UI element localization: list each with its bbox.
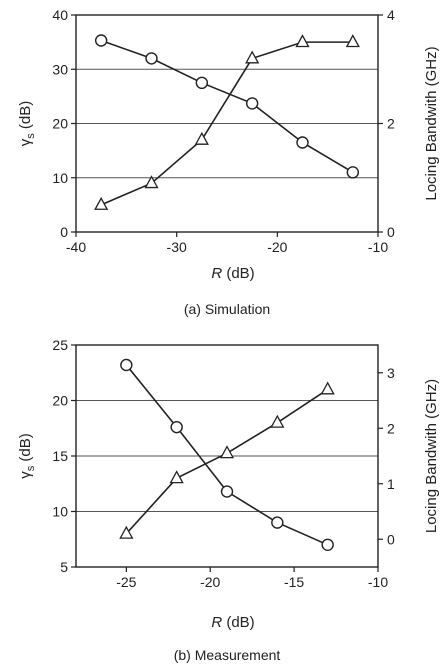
series-line-triangle [125,388,329,535]
circle-marker [145,52,158,65]
y-axis-label: γs (dB) [17,101,37,147]
y-axis-subscript: s [25,133,37,139]
x-tick-label: -25 [116,574,136,590]
x-tick-label: -10 [368,574,388,590]
y2-tick-label: 0 [387,224,395,240]
y2-tick-label: 2 [387,116,395,132]
y2-tick-label: 4 [387,7,395,23]
y-tick-label: 15 [52,448,68,464]
x-tick-label: -15 [284,574,304,590]
series-line-triangle [100,41,353,206]
triangle-marker [144,175,159,189]
triangle-marker [245,50,260,64]
y-tick-label: 20 [52,393,68,409]
y2-axis-label: Locing Bandwith (GHz) [423,46,440,200]
x-axis-label: R (dB) [211,614,254,631]
triangle-marker [119,525,134,539]
triangle-marker [345,34,360,48]
triangle-marker [270,414,285,428]
y-axis-unit: (dB) [17,101,34,134]
y-axis-unit: (dB) [17,433,34,466]
chart-caption: (b) Measurement [174,647,281,663]
y-axis-subscript: s [25,465,37,471]
y-axis-symbol: γ [17,471,34,479]
y-tick-label: 25 [52,337,68,353]
y-tick-label: 40 [52,7,68,23]
circle-marker [245,97,259,110]
circle-marker [321,538,334,551]
triangle-marker [94,196,109,210]
circle-marker [170,420,183,434]
y-axis-symbol: γ [17,138,34,146]
x-tick-label: -40 [66,239,86,255]
y2-axis-label: Locing Bandwith (GHz) [423,379,440,533]
x-axis-unit: (dB) [222,614,255,631]
circle-marker [271,516,284,529]
y2-tick-label: 3 [387,365,395,381]
y-tick-label: 20 [52,116,68,132]
circle-marker [120,358,133,372]
x-tick-label: -20 [267,239,287,255]
triangle-marker [219,445,235,459]
circle-marker [195,76,209,90]
y-tick-label: 30 [52,61,68,77]
triangle-marker [194,131,209,145]
x-axis-symbol: R [211,614,222,631]
chart-caption: (a) Simulation [184,301,270,317]
y-tick-label: 5 [60,559,68,575]
x-tick-label: -20 [200,574,220,590]
x-axis-label: R (dB) [211,265,254,282]
y2-tick-label: 2 [387,420,395,436]
triangle-marker [295,34,310,48]
y2-tick-label: 1 [387,476,395,492]
y-tick-label: 10 [52,504,68,520]
y-tick-label: 0 [60,224,68,240]
x-tick-label: -30 [167,239,187,255]
circle-marker [220,485,234,498]
series-line-circle [100,39,354,174]
circle-marker [346,166,360,179]
x-tick-label: -10 [368,239,388,255]
triangle-marker [320,381,335,395]
x-axis-symbol: R [211,265,222,282]
circle-marker [94,34,108,47]
y2-tick-label: 0 [387,531,395,547]
y-axis-label: γs (dB) [17,433,37,479]
triangle-marker [169,470,184,484]
y-tick-label: 10 [52,170,68,186]
x-axis-unit: (dB) [222,265,255,282]
circle-marker [296,136,309,149]
